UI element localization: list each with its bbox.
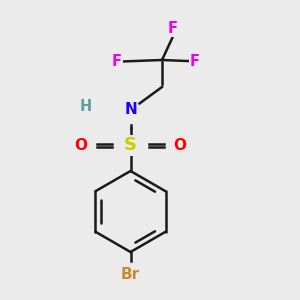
Text: H: H xyxy=(80,99,92,114)
Text: O: O xyxy=(173,138,187,153)
Text: F: F xyxy=(112,54,122,69)
Text: S: S xyxy=(124,136,137,154)
Text: F: F xyxy=(167,21,178,36)
Text: O: O xyxy=(74,138,88,153)
Text: N: N xyxy=(124,102,137,117)
Text: F: F xyxy=(190,54,200,69)
Text: Br: Br xyxy=(121,267,140,282)
